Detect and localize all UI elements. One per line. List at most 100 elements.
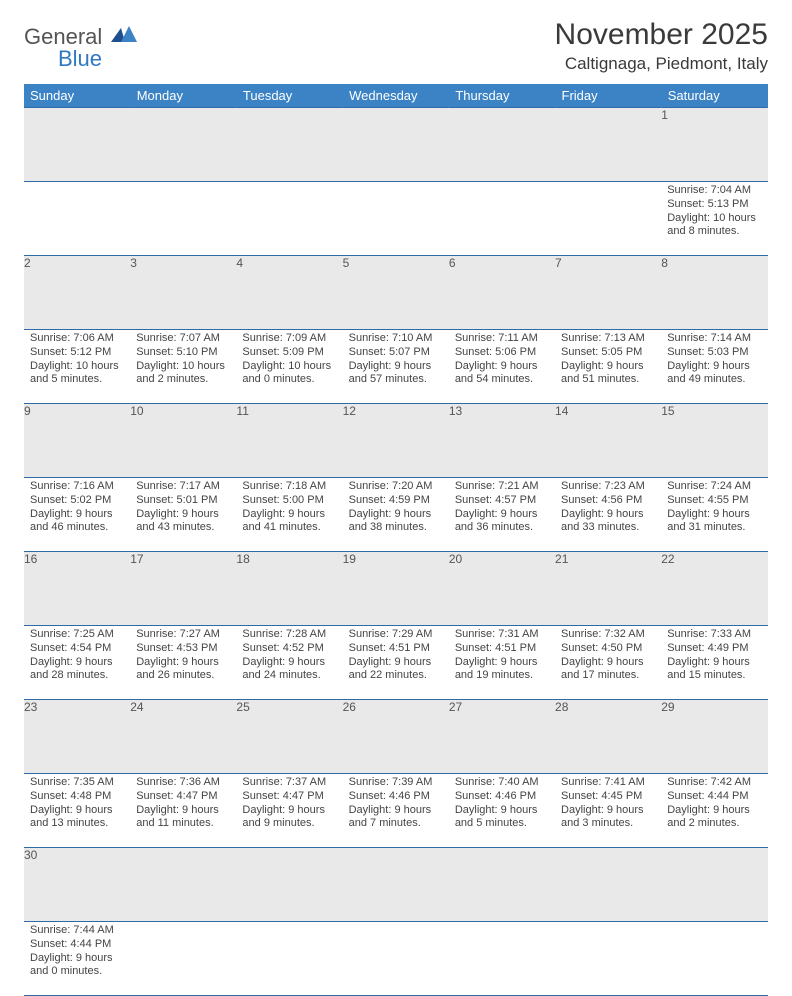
day-details: Sunrise: 7:36 AMSunset: 4:47 PMDaylight:… — [130, 774, 236, 835]
page-header: General Blue November 2025 Caltignaga, P… — [24, 18, 768, 74]
day-details: Sunrise: 7:21 AMSunset: 4:57 PMDaylight:… — [449, 478, 555, 539]
day-cell: Sunrise: 7:13 AMSunset: 5:05 PMDaylight:… — [555, 330, 661, 404]
calendar-table: SundayMondayTuesdayWednesdayThursdayFrid… — [24, 84, 768, 996]
day-cell: Sunrise: 7:39 AMSunset: 4:46 PMDaylight:… — [343, 774, 449, 848]
day-details: Sunrise: 7:27 AMSunset: 4:53 PMDaylight:… — [130, 626, 236, 687]
day-cell: Sunrise: 7:44 AMSunset: 4:44 PMDaylight:… — [24, 922, 130, 996]
day-header: Tuesday — [236, 84, 342, 108]
day-number-row: 30 — [24, 848, 768, 922]
day-cell: Sunrise: 7:37 AMSunset: 4:47 PMDaylight:… — [236, 774, 342, 848]
day-cell: Sunrise: 7:28 AMSunset: 4:52 PMDaylight:… — [236, 626, 342, 700]
day-number-cell: 23 — [24, 700, 130, 774]
day-details: Sunrise: 7:04 AMSunset: 5:13 PMDaylight:… — [661, 182, 767, 243]
day-cell: Sunrise: 7:36 AMSunset: 4:47 PMDaylight:… — [130, 774, 236, 848]
day-cell — [555, 182, 661, 256]
day-number-cell: 4 — [236, 256, 342, 330]
day-details: Sunrise: 7:35 AMSunset: 4:48 PMDaylight:… — [24, 774, 130, 835]
day-details: Sunrise: 7:25 AMSunset: 4:54 PMDaylight:… — [24, 626, 130, 687]
logo-word2: Blue — [58, 49, 102, 69]
day-number-cell — [449, 108, 555, 182]
day-details: Sunrise: 7:42 AMSunset: 4:44 PMDaylight:… — [661, 774, 767, 835]
day-number-cell: 18 — [236, 552, 342, 626]
day-number-cell — [661, 848, 767, 922]
day-cell: Sunrise: 7:17 AMSunset: 5:01 PMDaylight:… — [130, 478, 236, 552]
day-number-cell: 11 — [236, 404, 342, 478]
day-content-row: Sunrise: 7:35 AMSunset: 4:48 PMDaylight:… — [24, 774, 768, 848]
day-cell: Sunrise: 7:21 AMSunset: 4:57 PMDaylight:… — [449, 478, 555, 552]
day-number-cell — [343, 848, 449, 922]
logo: General Blue — [24, 24, 139, 71]
day-number-row: 16171819202122 — [24, 552, 768, 626]
flag-icon — [111, 26, 139, 44]
day-details: Sunrise: 7:37 AMSunset: 4:47 PMDaylight:… — [236, 774, 342, 835]
day-number-cell: 3 — [130, 256, 236, 330]
day-number-cell: 21 — [555, 552, 661, 626]
day-cell: Sunrise: 7:27 AMSunset: 4:53 PMDaylight:… — [130, 626, 236, 700]
day-number-cell: 1 — [661, 108, 767, 182]
day-content-row: Sunrise: 7:25 AMSunset: 4:54 PMDaylight:… — [24, 626, 768, 700]
day-details: Sunrise: 7:33 AMSunset: 4:49 PMDaylight:… — [661, 626, 767, 687]
day-header: Friday — [555, 84, 661, 108]
day-number-row: 1 — [24, 108, 768, 182]
day-cell — [130, 922, 236, 996]
day-cell: Sunrise: 7:40 AMSunset: 4:46 PMDaylight:… — [449, 774, 555, 848]
day-details: Sunrise: 7:17 AMSunset: 5:01 PMDaylight:… — [130, 478, 236, 539]
day-number-cell: 17 — [130, 552, 236, 626]
day-number-cell — [24, 108, 130, 182]
day-cell — [130, 182, 236, 256]
day-number-cell: 30 — [24, 848, 130, 922]
day-details: Sunrise: 7:09 AMSunset: 5:09 PMDaylight:… — [236, 330, 342, 391]
day-number-cell — [130, 848, 236, 922]
day-number-cell: 16 — [24, 552, 130, 626]
day-cell: Sunrise: 7:09 AMSunset: 5:09 PMDaylight:… — [236, 330, 342, 404]
day-details: Sunrise: 7:41 AMSunset: 4:45 PMDaylight:… — [555, 774, 661, 835]
day-number-cell: 2 — [24, 256, 130, 330]
day-cell: Sunrise: 7:35 AMSunset: 4:48 PMDaylight:… — [24, 774, 130, 848]
day-number-cell: 6 — [449, 256, 555, 330]
day-number-cell: 27 — [449, 700, 555, 774]
day-number-cell: 25 — [236, 700, 342, 774]
day-cell — [343, 922, 449, 996]
day-content-row: Sunrise: 7:06 AMSunset: 5:12 PMDaylight:… — [24, 330, 768, 404]
day-number-cell — [555, 848, 661, 922]
day-content-row: Sunrise: 7:04 AMSunset: 5:13 PMDaylight:… — [24, 182, 768, 256]
day-cell: Sunrise: 7:20 AMSunset: 4:59 PMDaylight:… — [343, 478, 449, 552]
day-cell: Sunrise: 7:24 AMSunset: 4:55 PMDaylight:… — [661, 478, 767, 552]
calendar-header-row: SundayMondayTuesdayWednesdayThursdayFrid… — [24, 84, 768, 108]
day-number-cell: 8 — [661, 256, 767, 330]
day-cell: Sunrise: 7:23 AMSunset: 4:56 PMDaylight:… — [555, 478, 661, 552]
day-cell — [449, 182, 555, 256]
day-number-cell: 29 — [661, 700, 767, 774]
day-number-row: 9101112131415 — [24, 404, 768, 478]
month-title: November 2025 — [555, 18, 768, 52]
day-number-cell: 28 — [555, 700, 661, 774]
day-cell: Sunrise: 7:06 AMSunset: 5:12 PMDaylight:… — [24, 330, 130, 404]
day-number-cell: 24 — [130, 700, 236, 774]
day-header: Saturday — [661, 84, 767, 108]
day-number-cell: 14 — [555, 404, 661, 478]
day-number-cell: 20 — [449, 552, 555, 626]
day-number-row: 2345678 — [24, 256, 768, 330]
day-details: Sunrise: 7:07 AMSunset: 5:10 PMDaylight:… — [130, 330, 236, 391]
day-details: Sunrise: 7:29 AMSunset: 4:51 PMDaylight:… — [343, 626, 449, 687]
day-number-cell — [555, 108, 661, 182]
day-number-cell — [449, 848, 555, 922]
day-number-row: 23242526272829 — [24, 700, 768, 774]
day-cell — [236, 922, 342, 996]
day-number-cell — [236, 108, 342, 182]
day-cell: Sunrise: 7:25 AMSunset: 4:54 PMDaylight:… — [24, 626, 130, 700]
day-cell — [555, 922, 661, 996]
day-cell: Sunrise: 7:10 AMSunset: 5:07 PMDaylight:… — [343, 330, 449, 404]
day-cell: Sunrise: 7:33 AMSunset: 4:49 PMDaylight:… — [661, 626, 767, 700]
day-details: Sunrise: 7:13 AMSunset: 5:05 PMDaylight:… — [555, 330, 661, 391]
day-cell — [24, 182, 130, 256]
day-cell: Sunrise: 7:04 AMSunset: 5:13 PMDaylight:… — [661, 182, 767, 256]
location-text: Caltignaga, Piedmont, Italy — [555, 54, 768, 74]
day-details: Sunrise: 7:39 AMSunset: 4:46 PMDaylight:… — [343, 774, 449, 835]
day-details: Sunrise: 7:28 AMSunset: 4:52 PMDaylight:… — [236, 626, 342, 687]
day-header: Monday — [130, 84, 236, 108]
day-header: Thursday — [449, 84, 555, 108]
day-content-row: Sunrise: 7:16 AMSunset: 5:02 PMDaylight:… — [24, 478, 768, 552]
day-cell: Sunrise: 7:07 AMSunset: 5:10 PMDaylight:… — [130, 330, 236, 404]
day-number-cell — [130, 108, 236, 182]
